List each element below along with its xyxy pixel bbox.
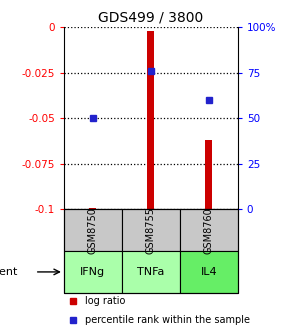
Bar — [122, 251, 180, 293]
Bar — [147, 31, 154, 209]
Bar — [89, 208, 96, 209]
Bar — [122, 209, 180, 251]
Bar — [64, 209, 122, 251]
Text: percentile rank within the sample: percentile rank within the sample — [85, 315, 250, 325]
Text: GSM8760: GSM8760 — [204, 207, 214, 254]
Title: GDS499 / 3800: GDS499 / 3800 — [98, 10, 203, 24]
Bar — [180, 251, 238, 293]
Text: GSM8755: GSM8755 — [146, 207, 156, 254]
Text: GSM8750: GSM8750 — [88, 207, 98, 254]
Text: log ratio: log ratio — [85, 296, 125, 306]
Bar — [205, 140, 212, 209]
Bar — [64, 251, 122, 293]
Text: IL4: IL4 — [200, 267, 217, 277]
Text: agent: agent — [0, 267, 17, 277]
Text: TNFa: TNFa — [137, 267, 164, 277]
Text: IFNg: IFNg — [80, 267, 105, 277]
Bar — [180, 209, 238, 251]
